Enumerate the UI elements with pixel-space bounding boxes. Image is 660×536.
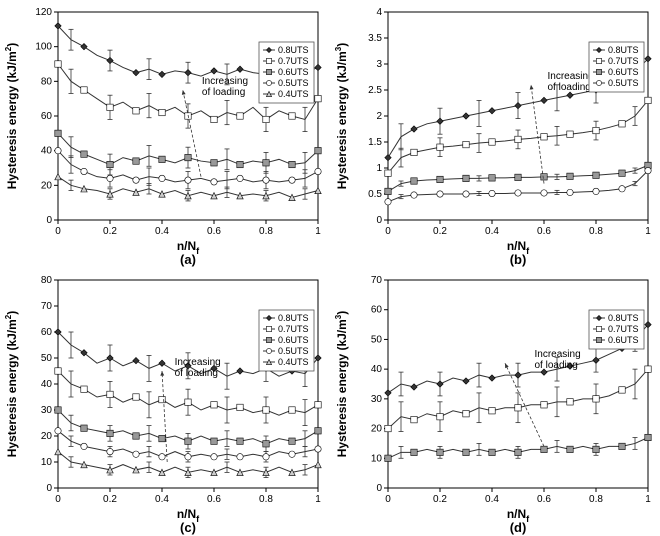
svg-text:0.6UTS: 0.6UTS	[608, 67, 639, 77]
svg-text:0.4UTS: 0.4UTS	[278, 357, 309, 367]
svg-text:0.7UTS: 0.7UTS	[608, 56, 639, 66]
svg-text:0.2: 0.2	[103, 226, 117, 237]
panel-d: 00.20.40.60.81010203040506070n/NfHystere…	[330, 268, 660, 536]
svg-text:0.6: 0.6	[537, 226, 551, 237]
svg-text:70: 70	[371, 275, 383, 286]
svg-text:1: 1	[645, 494, 651, 505]
svg-text:80: 80	[41, 275, 53, 286]
svg-text:0: 0	[385, 494, 391, 505]
svg-text:60: 60	[41, 111, 53, 122]
svg-text:0.7UTS: 0.7UTS	[608, 324, 639, 334]
svg-text:0.4: 0.4	[155, 226, 169, 237]
svg-text:(c): (c)	[180, 520, 196, 535]
svg-text:0.8UTS: 0.8UTS	[278, 45, 309, 55]
svg-text:0.5UTS: 0.5UTS	[278, 346, 309, 356]
svg-text:10: 10	[371, 453, 383, 464]
svg-text:70: 70	[41, 301, 53, 312]
svg-text:4: 4	[376, 7, 382, 18]
svg-text:10: 10	[41, 457, 53, 468]
svg-text:0: 0	[376, 215, 382, 226]
svg-text:30: 30	[41, 405, 53, 416]
svg-text:0.8UTS: 0.8UTS	[608, 45, 639, 55]
svg-text:0.4UTS: 0.4UTS	[278, 89, 309, 99]
svg-text:40: 40	[41, 146, 53, 157]
svg-text:0.7UTS: 0.7UTS	[278, 56, 309, 66]
svg-text:0.8UTS: 0.8UTS	[608, 313, 639, 323]
svg-text:3: 3	[376, 59, 382, 70]
figure-grid: 00.20.40.60.81020406080100120n/NfHystere…	[0, 0, 660, 536]
svg-text:60: 60	[41, 327, 53, 338]
svg-text:30: 30	[371, 394, 383, 405]
svg-text:(a): (a)	[180, 252, 196, 267]
svg-text:1: 1	[376, 163, 382, 174]
svg-text:120: 120	[35, 7, 52, 18]
svg-text:of loading: of loading	[202, 87, 245, 98]
svg-text:0: 0	[46, 215, 52, 226]
svg-text:0.8UTS: 0.8UTS	[278, 313, 309, 323]
svg-text:0.8: 0.8	[259, 494, 273, 505]
svg-text:Hysteresis energy (kJ/m3): Hysteresis energy (kJ/m3)	[334, 43, 349, 190]
svg-text:0.5UTS: 0.5UTS	[278, 78, 309, 88]
svg-text:0.5: 0.5	[368, 189, 382, 200]
svg-text:0.2: 0.2	[433, 226, 447, 237]
svg-text:0.8: 0.8	[259, 226, 273, 237]
svg-text:0.8: 0.8	[589, 494, 603, 505]
svg-text:20: 20	[371, 424, 383, 435]
svg-text:Increasing: Increasing	[548, 71, 594, 82]
panel-b: 00.20.40.60.8100.511.522.533.54n/NfHyste…	[330, 0, 660, 268]
svg-text:2.5: 2.5	[368, 85, 382, 96]
svg-text:0.4: 0.4	[485, 226, 499, 237]
svg-text:1: 1	[315, 226, 321, 237]
svg-text:100: 100	[35, 42, 52, 53]
svg-text:Increasing: Increasing	[535, 349, 581, 360]
svg-text:0.2: 0.2	[103, 494, 117, 505]
svg-text:of loading: of loading	[548, 82, 591, 93]
svg-text:0: 0	[46, 483, 52, 494]
svg-text:0.5UTS: 0.5UTS	[608, 78, 639, 88]
svg-text:50: 50	[371, 334, 383, 345]
svg-text:50: 50	[41, 353, 53, 364]
svg-text:0.6UTS: 0.6UTS	[278, 335, 309, 345]
svg-text:0: 0	[385, 226, 391, 237]
svg-text:of loading: of loading	[535, 360, 578, 371]
svg-text:0.6: 0.6	[207, 226, 221, 237]
svg-text:20: 20	[41, 431, 53, 442]
svg-text:80: 80	[41, 76, 53, 87]
svg-text:Increasing: Increasing	[202, 76, 248, 87]
svg-text:60: 60	[371, 305, 383, 316]
svg-text:0.4: 0.4	[155, 494, 169, 505]
svg-text:0.6UTS: 0.6UTS	[608, 335, 639, 345]
svg-text:Increasing: Increasing	[175, 357, 221, 368]
svg-text:0.8: 0.8	[589, 226, 603, 237]
svg-text:Hysteresis energy (kJ/m2): Hysteresis energy (kJ/m2)	[4, 43, 19, 190]
svg-text:0.6UTS: 0.6UTS	[278, 67, 309, 77]
svg-text:0.6: 0.6	[537, 494, 551, 505]
svg-text:(d): (d)	[510, 520, 527, 535]
svg-text:0.2: 0.2	[433, 494, 447, 505]
svg-text:0: 0	[55, 226, 61, 237]
svg-text:0: 0	[55, 494, 61, 505]
svg-text:1: 1	[645, 226, 651, 237]
svg-text:3.5: 3.5	[368, 33, 382, 44]
svg-text:Hysteresis energy (kJ/m2): Hysteresis energy (kJ/m2)	[4, 311, 19, 458]
svg-text:40: 40	[371, 364, 383, 375]
svg-text:40: 40	[41, 379, 53, 390]
svg-text:0.4: 0.4	[485, 494, 499, 505]
svg-text:0: 0	[376, 483, 382, 494]
svg-text:0.6: 0.6	[207, 494, 221, 505]
svg-text:2: 2	[376, 111, 382, 122]
svg-text:of loading: of loading	[175, 368, 218, 379]
svg-text:0.7UTS: 0.7UTS	[278, 324, 309, 334]
svg-text:1.5: 1.5	[368, 137, 382, 148]
svg-text:20: 20	[41, 180, 53, 191]
panel-c: 00.20.40.60.8101020304050607080n/NfHyste…	[0, 268, 330, 536]
panel-a: 00.20.40.60.81020406080100120n/NfHystere…	[0, 0, 330, 268]
svg-text:Hysteresis energy (kJ/m3): Hysteresis energy (kJ/m3)	[334, 311, 349, 458]
svg-text:1: 1	[315, 494, 321, 505]
svg-text:(b): (b)	[510, 252, 527, 267]
